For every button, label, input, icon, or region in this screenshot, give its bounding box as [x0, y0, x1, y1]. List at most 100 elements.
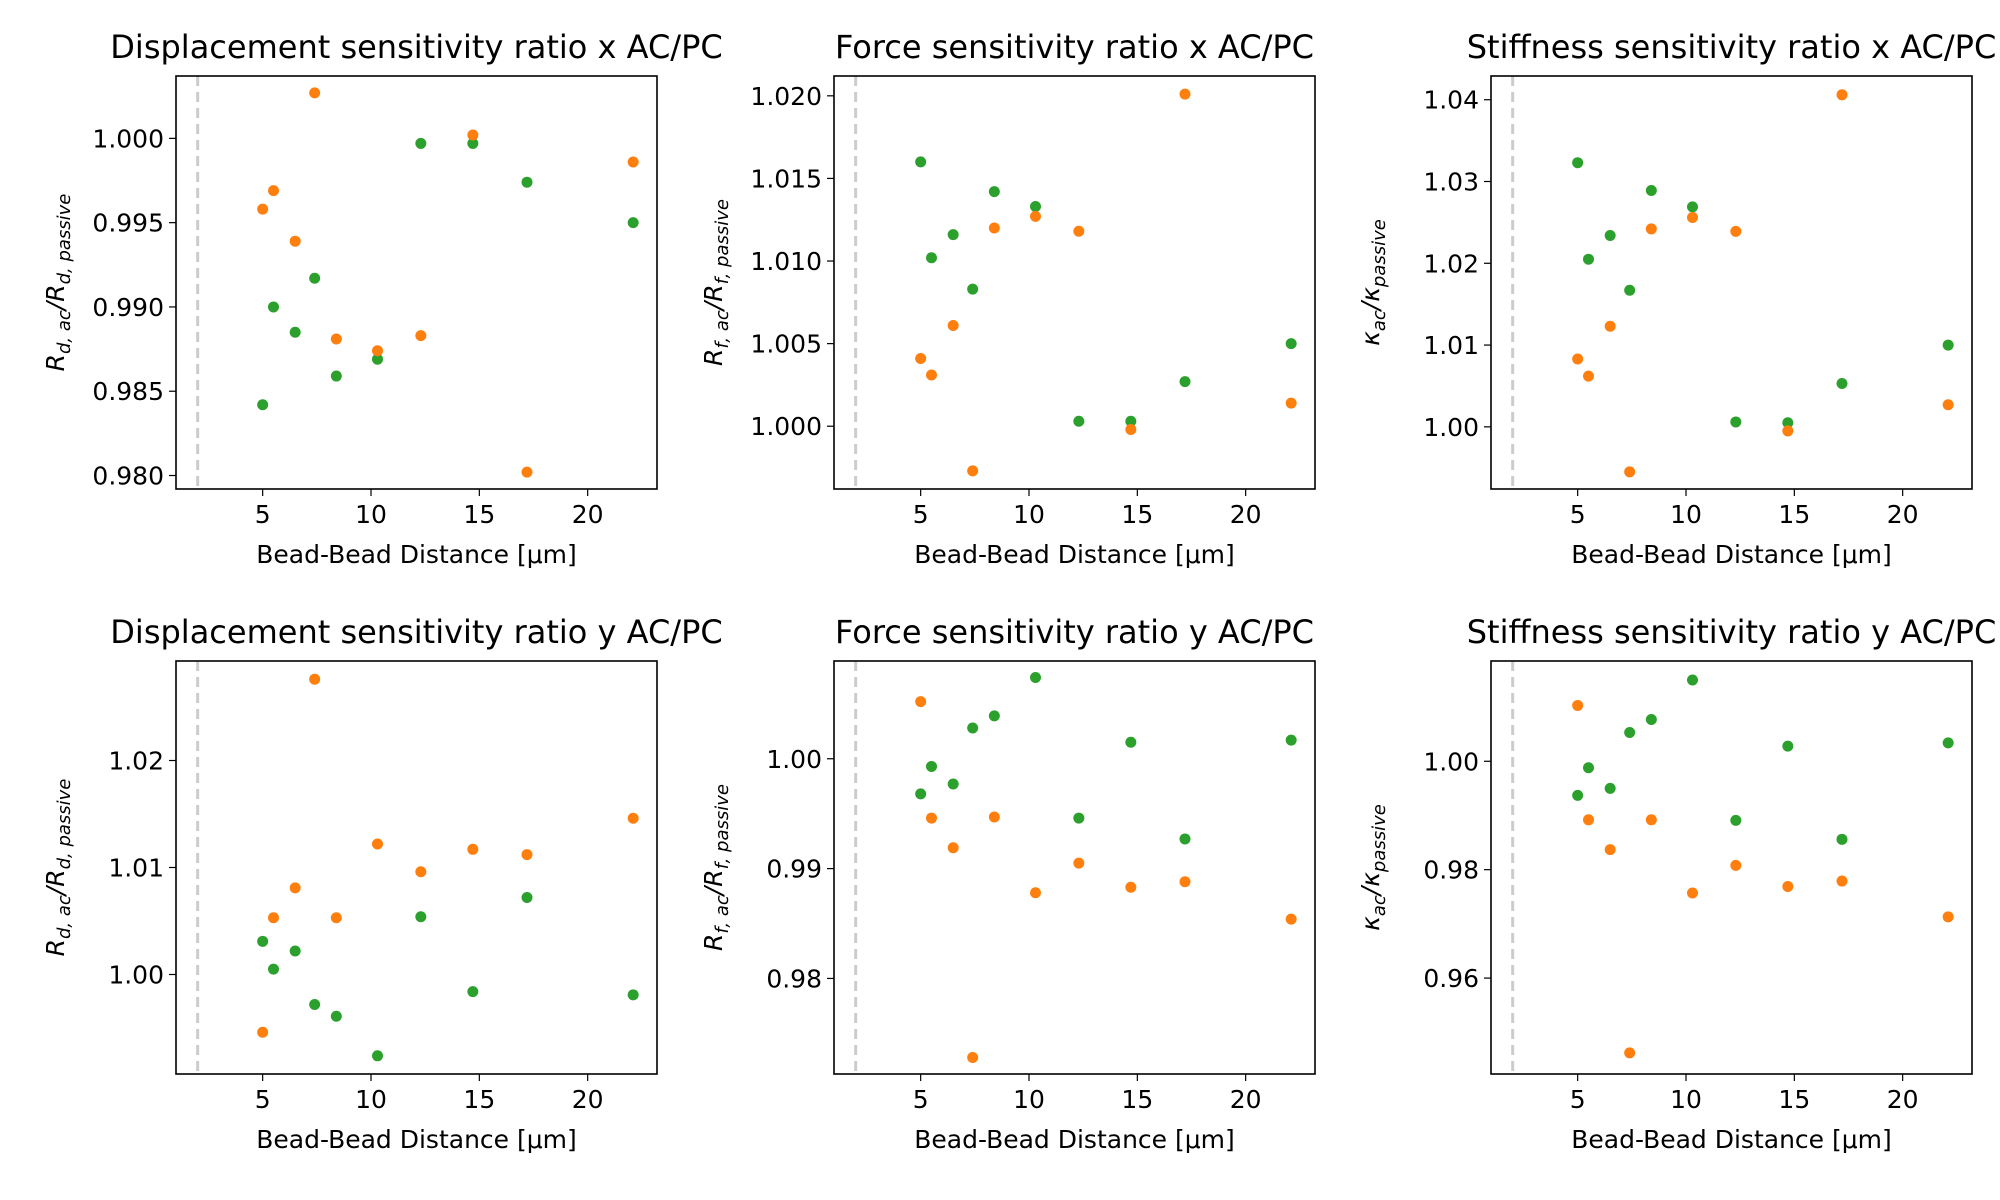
y-tick-label: 1.01 — [108, 854, 164, 883]
plot-frame — [833, 660, 1316, 1075]
y-tick-label: 1.01 — [1423, 331, 1479, 360]
y-axis-label-part: ac — [1369, 310, 1390, 331]
x-axis-label: Bead-Bead Distance [μm] — [1571, 1125, 1892, 1154]
data-point-series-2 — [268, 912, 279, 924]
x-tick-label: 20 — [1887, 1085, 1919, 1114]
data-point-series-1 — [289, 945, 301, 957]
data-point-series-1 — [257, 935, 269, 947]
data-point-series-2 — [1030, 887, 1041, 899]
y-axis-label: Rf, ac/Rf, passive — [699, 199, 733, 366]
y-axis-label: κac/κpassive — [1356, 804, 1390, 931]
data-point-series-2 — [1285, 913, 1297, 925]
chart-title: Displacement sensitivity ratio x AC/PC — [110, 28, 722, 66]
data-point-series-2 — [521, 466, 533, 478]
data-point-series-1 — [915, 788, 927, 800]
y-tick-label: 1.015 — [750, 164, 822, 193]
y-axis-label-part: f, ac — [712, 310, 733, 348]
data-point-series-1 — [1030, 671, 1041, 683]
x-tick-label: 20 — [1230, 1085, 1262, 1114]
data-point-series-2 — [926, 369, 937, 381]
plot-frame — [1490, 75, 1973, 490]
data-point-series-1 — [947, 229, 959, 241]
data-point-series-1 — [627, 217, 639, 229]
x-tick-label: 5 — [255, 1085, 271, 1114]
x-tick-label: 15 — [463, 500, 495, 529]
data-point-series-1 — [1179, 376, 1191, 388]
y-axis-label: κac/κpassive — [1356, 219, 1390, 346]
data-point-series-1 — [268, 963, 279, 975]
x-tick-label: 15 — [1121, 1085, 1153, 1114]
data-point-series-2 — [1782, 880, 1794, 892]
x-tick-label: 10 — [355, 1085, 387, 1114]
x-axis-label: Bead-Bead Distance [μm] — [914, 540, 1235, 569]
y-axis-label-part: d, passive — [54, 194, 75, 285]
data-point-series-2 — [1179, 876, 1191, 888]
x-tick-label: 15 — [1121, 500, 1153, 529]
data-point-series-1 — [289, 326, 301, 338]
plot-frame — [175, 660, 658, 1075]
y-axis-label-part: d, passive — [54, 779, 75, 870]
data-point-series-2 — [1125, 881, 1137, 893]
y-axis-label-part: R — [699, 934, 728, 951]
data-point-series-1 — [1572, 157, 1584, 169]
data-point-series-2 — [1572, 353, 1584, 365]
data-point-series-2 — [1730, 225, 1742, 237]
plot-frame — [833, 75, 1316, 490]
y-axis-label-part: passive — [1369, 219, 1390, 288]
plot-frame — [1490, 660, 1973, 1075]
subplot-4: Displacement sensitivity ratio y AC/PC 5 1… — [41, 613, 723, 1154]
chart-title: Stiffness sensitivity ratio y AC/PC — [1467, 613, 1997, 651]
x-tick-label: 5 — [1570, 500, 1586, 529]
data-point-series-2 — [415, 866, 427, 878]
data-point-series-1 — [467, 986, 479, 998]
y-tick-label: 1.005 — [750, 330, 822, 359]
data-point-series-2 — [1836, 875, 1848, 887]
data-point-series-2 — [467, 129, 479, 141]
subplot-5: Force sensitivity ratio y AC/PC 5 10 15 20 0.… — [699, 613, 1316, 1154]
x-tick-label: 10 — [1013, 500, 1045, 529]
data-point-series-1 — [1583, 253, 1594, 265]
data-point-series-1 — [1782, 740, 1794, 752]
x-tick-label: 5 — [1570, 1085, 1586, 1114]
data-point-series-2 — [521, 849, 533, 861]
data-point-series-1 — [309, 998, 321, 1010]
data-point-series-1 — [1572, 789, 1584, 801]
y-axis-label-part: f, passive — [712, 199, 733, 284]
data-point-series-1 — [1624, 284, 1636, 296]
x-tick-label: 20 — [572, 1085, 604, 1114]
y-axis-label-part: κ — [1356, 916, 1385, 931]
x-tick-label: 20 — [572, 500, 604, 529]
data-point-series-1 — [1604, 229, 1616, 241]
y-tick-label: 1.00 — [108, 960, 164, 989]
data-point-series-2 — [967, 1052, 979, 1064]
data-point-series-2 — [1572, 699, 1584, 711]
data-point-series-1 — [947, 778, 959, 790]
data-point-series-2 — [1073, 225, 1085, 237]
data-point-series-2 — [947, 319, 959, 331]
data-point-series-2 — [372, 345, 383, 357]
data-point-series-1 — [1125, 415, 1137, 427]
y-tick-label: 1.00 — [766, 745, 822, 774]
data-point-series-2 — [415, 330, 427, 342]
data-point-series-2 — [988, 811, 1000, 823]
x-tick-label: 5 — [255, 500, 271, 529]
data-point-series-2 — [1645, 223, 1657, 235]
x-tick-label: 20 — [1230, 500, 1262, 529]
data-point-series-1 — [1836, 378, 1848, 390]
data-point-series-1 — [1030, 201, 1041, 213]
data-point-series-1 — [967, 283, 979, 295]
x-tick-label: 10 — [1670, 1085, 1702, 1114]
data-point-series-1 — [1730, 814, 1742, 826]
data-point-series-2 — [1179, 88, 1191, 100]
data-point-series-2 — [309, 673, 321, 685]
data-point-series-1 — [1583, 762, 1594, 774]
data-point-series-2 — [947, 842, 959, 854]
y-axis-label-part: /κ — [1356, 287, 1385, 312]
data-point-series-2 — [1687, 211, 1698, 223]
y-tick-label: 0.98 — [1423, 856, 1479, 885]
data-point-series-1 — [627, 989, 639, 1001]
chart-title: Stiffness sensitivity ratio x AC/PC — [1467, 28, 1997, 66]
data-point-series-2 — [915, 696, 927, 708]
data-point-series-1 — [1073, 415, 1085, 427]
